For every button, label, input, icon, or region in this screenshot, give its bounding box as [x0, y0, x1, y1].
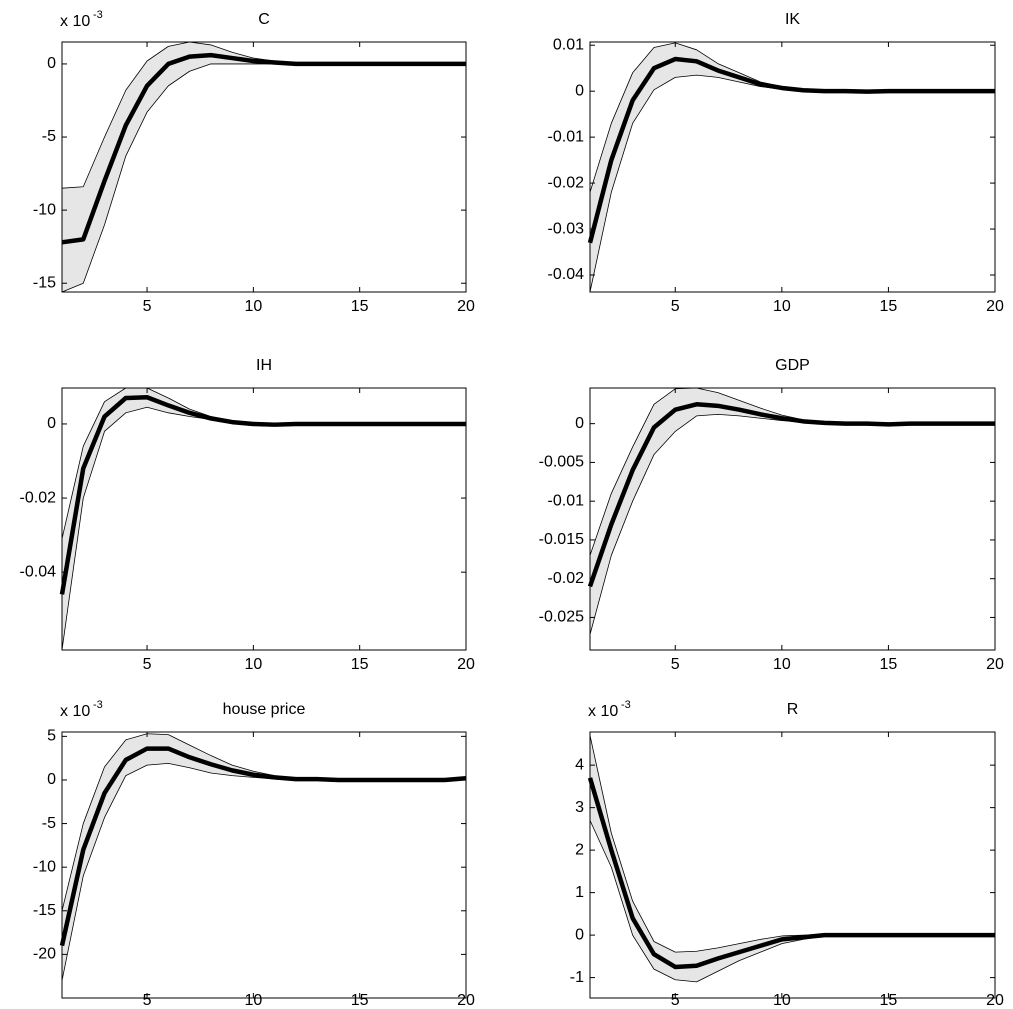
y-tick-label: -5 — [42, 128, 56, 145]
x-tick-label: 10 — [244, 992, 262, 1009]
x-tick-label: 10 — [244, 656, 262, 673]
y-tick-label: -1 — [570, 969, 584, 986]
plot-area — [62, 388, 466, 650]
y-tick-label: 5 — [47, 728, 56, 745]
x-tick-label: 20 — [457, 298, 475, 315]
subplot: 5 10 15 20 -0.04 -0.02 0 IH — [20, 357, 475, 673]
subplot: 5 10 15 20 -0.04 -0.03 -0.02 -0.01 0 0.01 IK — [548, 11, 1004, 315]
y-tick-label: -15 — [33, 902, 56, 919]
x-tick-label: 5 — [143, 656, 152, 673]
subplot-title: house price — [223, 701, 306, 718]
y-tick-label: -0.03 — [548, 220, 585, 237]
x-tick-label: 5 — [671, 298, 680, 315]
subplot: 5 10 15 20 -20 -15 -10 -5 0 5 house price x 10 -3 — [33, 699, 475, 1009]
y-tick-label: -0.02 — [20, 489, 57, 506]
x-tick-label: 15 — [880, 656, 898, 673]
axes-box — [589, 387, 996, 651]
y-tick-label: 0 — [47, 55, 56, 72]
y-tick-label: 4 — [575, 756, 584, 773]
y-tick-label: -0.04 — [548, 266, 585, 283]
y-tick-label: -20 — [33, 946, 56, 963]
x-tick-label: 20 — [457, 992, 475, 1009]
x-tick-label: 15 — [880, 992, 898, 1009]
subplot-title: IH — [256, 357, 272, 374]
y-tick-label: -0.01 — [548, 492, 585, 509]
y-tick-label: -15 — [33, 274, 56, 291]
subplot-title: IK — [785, 11, 800, 28]
y-tick-label: -0.005 — [539, 454, 584, 471]
x-tick-label: 20 — [986, 298, 1004, 315]
axes-box — [61, 387, 467, 651]
y-tick-label: 0.01 — [553, 36, 584, 53]
axis-multiplier-exponent: -3 — [621, 699, 631, 711]
axes-box — [61, 41, 467, 293]
x-tick-label: 20 — [457, 656, 475, 673]
x-tick-label: 10 — [773, 992, 791, 1009]
x-tick-label: 15 — [880, 298, 898, 315]
subplot: 5 10 15 20 -0.025 -0.02 -0.015 -0.01 -0.005 0 GDP — [539, 357, 1004, 673]
x-tick-label: 20 — [986, 656, 1004, 673]
response-line — [587, 402, 995, 588]
subplot-title: GDP — [775, 357, 810, 374]
x-tick-label: 5 — [143, 992, 152, 1009]
x-tick-label: 15 — [351, 656, 369, 673]
y-tick-label: -0.015 — [539, 531, 584, 548]
subplot-title: C — [258, 11, 270, 28]
confidence-band — [62, 388, 466, 650]
axes-box — [589, 41, 996, 293]
subplot: 5 10 15 20 -15 -10 -5 0 Cx 10 -3 — [33, 9, 475, 315]
y-tick-label: 2 — [575, 841, 584, 858]
axes-box — [589, 731, 996, 999]
axis-multiplier-exponent: -3 — [93, 9, 103, 21]
x-tick-label: 10 — [244, 298, 262, 315]
y-tick-label: 3 — [575, 799, 584, 816]
y-tick-label: 0 — [575, 82, 584, 99]
response-line — [61, 52, 466, 245]
response-line — [59, 746, 467, 947]
y-tick-label: -0.04 — [20, 563, 57, 580]
axis-multiplier: x 10 — [588, 703, 618, 720]
axis-multiplier: x 10 — [60, 13, 90, 30]
response-line — [59, 395, 466, 595]
y-tick-label: -0.025 — [539, 609, 584, 626]
x-tick-label: 5 — [671, 992, 680, 1009]
y-tick-label: -0.02 — [548, 570, 585, 587]
y-tick-label: -10 — [33, 201, 56, 218]
y-tick-label: -0.02 — [548, 174, 585, 191]
axis-multiplier: x 10 — [60, 703, 90, 720]
axes-box — [61, 731, 467, 999]
plot-area — [62, 42, 466, 292]
subplot: 5 10 15 20 -1 0 1 2 3 4 Rx 10 -3 — [570, 699, 1004, 1009]
x-tick-label: 20 — [986, 992, 1004, 1009]
axis-multiplier-exponent: -3 — [93, 699, 103, 711]
y-tick-label: -0.01 — [548, 128, 585, 145]
x-tick-label: 15 — [351, 992, 369, 1009]
x-tick-label: 10 — [773, 298, 791, 315]
y-tick-label: 1 — [575, 884, 584, 901]
y-tick-label: -5 — [42, 815, 56, 832]
response-line — [587, 777, 995, 970]
response-line — [587, 56, 995, 244]
x-tick-label: 5 — [143, 298, 152, 315]
x-tick-label: 15 — [351, 298, 369, 315]
subplot-title: R — [787, 701, 799, 718]
y-tick-label: -10 — [33, 858, 56, 875]
y-tick-label: 0 — [47, 771, 56, 788]
y-tick-label: 0 — [47, 415, 56, 432]
y-tick-label: 0 — [575, 926, 584, 943]
x-tick-label: 5 — [671, 656, 680, 673]
y-tick-label: 0 — [575, 415, 584, 432]
x-tick-label: 10 — [773, 656, 791, 673]
